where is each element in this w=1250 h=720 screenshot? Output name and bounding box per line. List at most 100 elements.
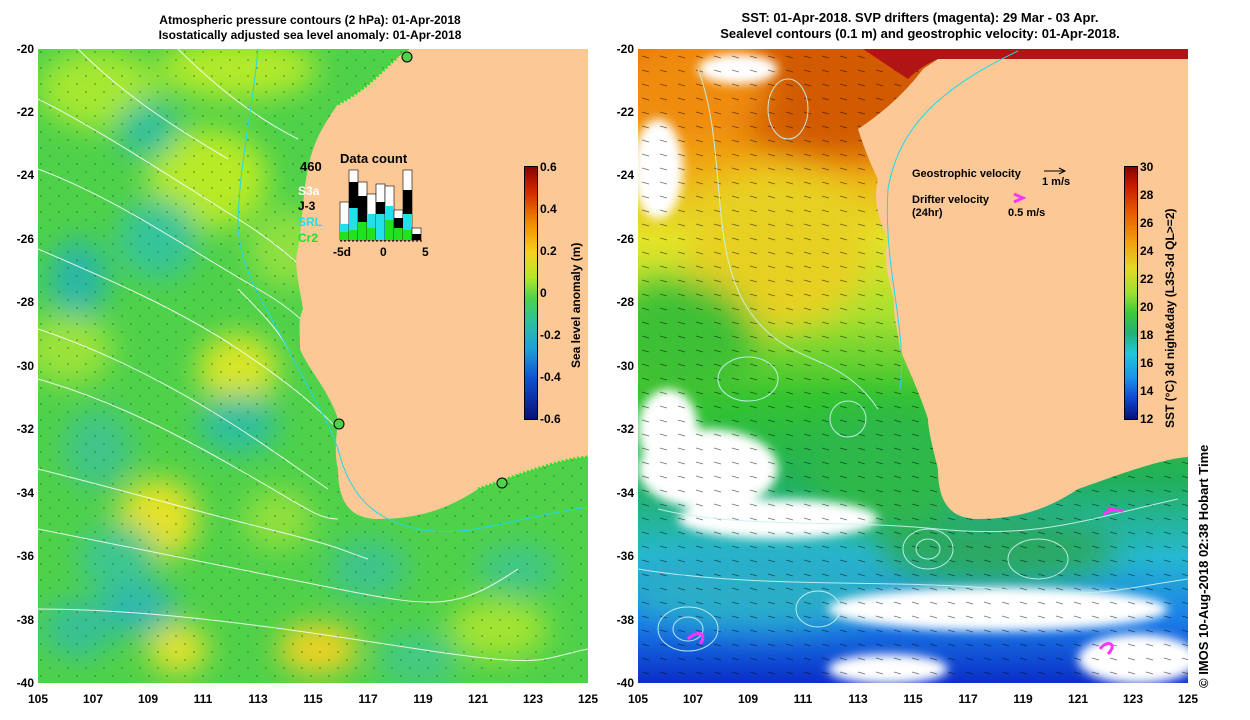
y-tick: -28	[16, 295, 34, 309]
y-tick: -34	[616, 486, 634, 500]
sst-cb-tick: 28	[1140, 188, 1154, 202]
sst-map	[638, 49, 1188, 683]
drifter-velocity-label: Drifter velocity	[912, 194, 990, 206]
sla-colorbar	[524, 166, 538, 420]
x-tick: 109	[137, 692, 159, 706]
sla-cb-tick: -0.2	[540, 328, 561, 342]
right-title: SST: 01-Apr-2018. SVP drifters (magenta)…	[640, 10, 1200, 42]
svp-drifter-tracks	[686, 507, 1124, 656]
x-tick: 105	[627, 692, 649, 706]
histogram-tick-0: 0	[380, 245, 387, 259]
y-tick: -24	[616, 168, 634, 182]
sla-cb-tick: 0	[540, 286, 547, 300]
sla-map-graphic	[38, 49, 588, 683]
y-tick: -38	[16, 613, 34, 627]
sst-map-graphic	[638, 49, 1188, 683]
mission-cr2: Cr2	[298, 231, 319, 245]
sea-level-contours	[638, 68, 1188, 652]
y-tick: -26	[616, 232, 634, 246]
y-tick: -20	[616, 42, 634, 56]
sst-cb-tick: 18	[1140, 328, 1154, 342]
y-tick: -22	[16, 105, 34, 119]
sea-level-anomaly-map	[38, 49, 588, 683]
sla-cb-tick: 0.4	[540, 202, 557, 216]
sla-cb-tick: -0.6	[540, 412, 561, 426]
x-tick: 115	[903, 692, 923, 706]
y-tick: -32	[16, 422, 34, 436]
sla-cb-tick: 0.2	[540, 244, 557, 258]
x-tick: 119	[413, 692, 433, 706]
tide-gauge-marker[interactable]	[333, 418, 345, 430]
x-tick: 113	[248, 692, 268, 706]
y-tick: -30	[616, 359, 634, 373]
y-tick: -34	[16, 486, 34, 500]
x-tick: 111	[793, 692, 813, 706]
sst-colorbar	[1124, 166, 1138, 420]
x-tick: 117	[358, 692, 378, 706]
mission-j3: J-3	[298, 199, 316, 213]
geostrophic-scale-arrow-icon	[1044, 167, 1067, 175]
x-tick: 105	[27, 692, 49, 706]
australia-land	[296, 49, 588, 519]
y-tick: -28	[616, 295, 634, 309]
left-title-line2: Isostatically adjusted sea level anomaly…	[158, 28, 462, 42]
sla-cb-tick: 0.6	[540, 160, 557, 174]
x-tick: 107	[82, 692, 104, 706]
right-title-line2: Sealevel contours (0.1 m) and geostrophi…	[720, 26, 1120, 41]
sst-cb-tick: 24	[1140, 244, 1154, 258]
tide-gauge-marker[interactable]	[496, 477, 508, 489]
histogram-tick-minus5: -5d	[333, 245, 351, 259]
sst-cb-tick: 30	[1140, 160, 1154, 174]
geostrophic-velocity-label: Geostrophic velocity	[912, 168, 1021, 180]
geostrophic-velocity-scale: 1 m/s	[1042, 176, 1071, 188]
x-tick: 125	[1177, 692, 1199, 706]
drifter-velocity-arrow-icon	[1013, 192, 1026, 204]
imos-credit: © IMOS 10-Aug-2018 02:38 Hobart Time	[1196, 444, 1211, 688]
sla-colorbar-label: Sea level anomaly (m)	[569, 242, 583, 368]
y-tick: -20	[16, 42, 34, 56]
sst-cb-tick: 20	[1140, 300, 1154, 314]
sst-cb-tick: 26	[1140, 216, 1154, 230]
y-tick: -40	[16, 676, 34, 690]
x-tick: 115	[303, 692, 323, 706]
sst-cb-tick: 16	[1140, 356, 1154, 370]
x-tick: 119	[1013, 692, 1033, 706]
y-tick: -36	[616, 549, 634, 563]
y-tick: -24	[16, 168, 34, 182]
data-count-histogram	[339, 169, 422, 242]
y-tick: -36	[16, 549, 34, 563]
australia-land	[858, 59, 1188, 519]
mission-s3a: S3a	[298, 184, 320, 198]
left-title-line1: Atmospheric pressure contours (2 hPa): 0…	[159, 13, 461, 27]
x-tick: 121	[467, 692, 489, 706]
drifter-velocity-scale: 0.5 m/s	[1008, 207, 1046, 219]
y-tick: -22	[616, 105, 634, 119]
data-count-total: 460	[300, 159, 322, 174]
left-title: Atmospheric pressure contours (2 hPa): 0…	[90, 13, 530, 43]
data-count-title: Data count	[340, 151, 408, 166]
y-tick: -38	[616, 613, 634, 627]
sla-cb-tick: -0.4	[540, 370, 561, 384]
x-tick: 123	[522, 692, 544, 706]
x-tick: 113	[848, 692, 868, 706]
y-tick: -26	[16, 232, 34, 246]
x-tick: 107	[682, 692, 704, 706]
drifter-velocity-label-24hr: (24hr)	[912, 207, 943, 219]
sst-cb-tick: 14	[1140, 384, 1154, 398]
x-tick: 117	[958, 692, 978, 706]
sst-colorbar-label: SST (°C) 3d night&day (L3S-3d QL>=2)	[1163, 208, 1177, 429]
histogram-tick-5: 5	[422, 245, 429, 259]
y-tick: -32	[616, 422, 634, 436]
right-title-line1: SST: 01-Apr-2018. SVP drifters (magenta)…	[741, 10, 1099, 25]
x-tick: 109	[737, 692, 759, 706]
y-tick: -30	[16, 359, 34, 373]
histogram-bars	[339, 169, 422, 241]
x-tick: 123	[1122, 692, 1144, 706]
sst-cb-tick: 22	[1140, 272, 1154, 286]
x-tick: 111	[193, 692, 213, 706]
mission-srl: SRL	[298, 215, 322, 229]
x-tick: 121	[1067, 692, 1089, 706]
sst-cb-tick: 12	[1140, 412, 1154, 426]
tide-gauge-marker[interactable]	[401, 51, 413, 63]
x-tick: 125	[577, 692, 599, 706]
